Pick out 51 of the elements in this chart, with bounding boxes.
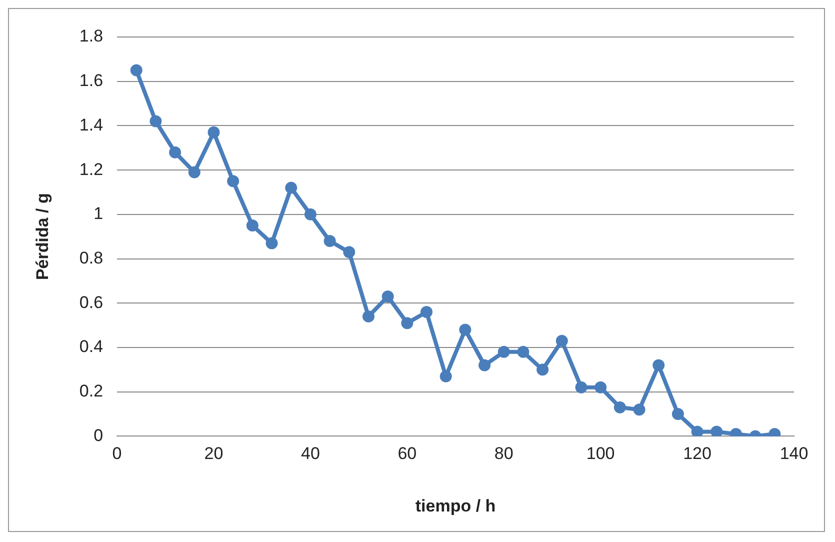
y-tick-label: 0.4 xyxy=(79,337,104,356)
point xyxy=(130,64,142,76)
x-tick-label: 40 xyxy=(300,444,320,464)
point xyxy=(343,246,356,258)
point xyxy=(304,208,316,220)
point xyxy=(672,408,684,420)
point xyxy=(633,404,646,416)
y-tick-label: 1.8 xyxy=(79,26,104,46)
point xyxy=(382,290,394,302)
point xyxy=(324,235,336,248)
x-axis-title: tiempo / h xyxy=(415,496,496,516)
point xyxy=(594,381,607,394)
point xyxy=(536,364,549,376)
point xyxy=(362,310,374,322)
point xyxy=(169,146,182,158)
point xyxy=(188,166,200,178)
point xyxy=(556,334,568,347)
y-tick-label: 1.4 xyxy=(79,115,104,134)
y-tick-label: 1 xyxy=(94,204,104,224)
point xyxy=(246,220,258,232)
x-tick-label: 100 xyxy=(586,444,615,464)
point xyxy=(420,306,433,318)
x-tick-label: 140 xyxy=(780,444,808,464)
point xyxy=(517,346,530,358)
point xyxy=(266,237,278,250)
y-tick-label: 0 xyxy=(94,426,104,445)
x-tick-label: 20 xyxy=(204,444,224,464)
point xyxy=(478,359,491,372)
point xyxy=(208,126,220,138)
point xyxy=(459,324,472,336)
y-tick-label: 1.2 xyxy=(79,160,104,179)
point xyxy=(614,401,626,414)
y-tick-label: 0.6 xyxy=(79,292,104,312)
x-tick-label: 60 xyxy=(398,444,417,464)
x-tick-label: 120 xyxy=(683,444,712,464)
point xyxy=(575,381,588,394)
point xyxy=(498,346,510,358)
y-tick-label: 1.6 xyxy=(79,71,104,90)
y-tick-label: 0.8 xyxy=(79,248,104,268)
y-axis-title: Pérdida / g xyxy=(32,193,52,280)
point xyxy=(227,175,240,188)
point xyxy=(150,115,162,128)
point xyxy=(691,426,704,436)
point xyxy=(652,359,665,372)
point xyxy=(710,426,723,436)
point xyxy=(401,317,414,330)
x-tick-label: 80 xyxy=(494,444,514,464)
x-tick-label: 0 xyxy=(112,444,122,464)
y-tick-label: 0.2 xyxy=(79,382,104,401)
point xyxy=(440,370,452,382)
point xyxy=(285,182,298,194)
